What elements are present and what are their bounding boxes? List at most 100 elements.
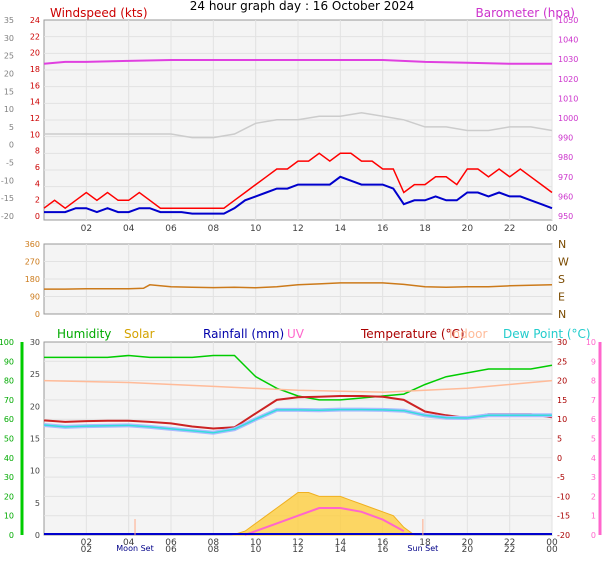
bearing-line (44, 111, 553, 139)
barometer-tick: 1030 (558, 55, 578, 64)
dewpoint-line (43, 408, 552, 434)
x-tick-label: 18 (419, 224, 431, 234)
windspeed-tick: 8 (35, 147, 40, 156)
temperature-tick: -15 (557, 512, 570, 521)
barometer-tick: 980 (558, 153, 573, 162)
x-tick-label: 12 (292, 545, 303, 555)
compass-tick: E (558, 291, 565, 304)
humidity-tick: 30 (4, 473, 14, 482)
outer-axis-tick: -5 (6, 159, 14, 168)
outer-axis-tick: 5 (9, 123, 14, 132)
compass-tick: N (558, 238, 566, 251)
indoor-line (43, 379, 553, 393)
humidity-tick: 90 (4, 357, 14, 366)
windspeed-axis-label: Windspeed (kts) (50, 6, 148, 20)
temperature-label: Temperature (°C) (360, 327, 465, 341)
x-tick-label: 14 (335, 224, 347, 234)
x-tick-label: 16 (377, 224, 389, 234)
inner-left-tick: 20 (30, 402, 40, 411)
x-tick-label: 02 (81, 545, 92, 555)
direction-degree-tick: 0 (35, 310, 40, 319)
temperature-tick: 25 (557, 357, 567, 366)
windspeed-tick: 16 (30, 81, 40, 90)
barometer-tick: 1050 (558, 16, 578, 25)
x-tick-label: 10 (250, 224, 262, 234)
windspeed-tick: 6 (35, 163, 40, 172)
windspeed-tick: 24 (30, 16, 40, 25)
windspeed-tick: 0 (35, 212, 40, 221)
direction-degree-tick: 180 (25, 275, 40, 284)
temperature-tick: -5 (557, 473, 565, 482)
uv-tick: 5 (591, 435, 596, 444)
windspeed-tick: 18 (30, 65, 40, 74)
barometer-tick: 970 (558, 173, 573, 182)
direction-degree-tick: 270 (25, 258, 40, 267)
x-tick-label: 08 (208, 538, 220, 548)
x-tick-label: 00 (546, 538, 558, 548)
x-tick-label: 10 (250, 538, 262, 548)
x-tick-label: 18 (419, 538, 431, 548)
outer-axis-tick: 0 (9, 141, 14, 150)
x-tick-label: 22 (504, 224, 515, 234)
solar-label: Solar (124, 327, 155, 341)
uv-tick: 10 (586, 338, 596, 347)
inner-left-tick: 30 (30, 338, 40, 347)
x-tick-label: 12 (292, 224, 303, 234)
windspeed-tick: 20 (30, 49, 40, 58)
x-tick-label: 06 (165, 545, 177, 555)
barometer-tick: 1020 (558, 75, 578, 84)
direction-degree-tick: 360 (25, 240, 40, 249)
wind-gust-line (43, 152, 553, 210)
temperature-tick: 10 (557, 415, 567, 424)
rainfall-label: Rainfall (mm) (203, 327, 284, 341)
climate-panel: Humidity Solar Rainfall (mm) UV Temperat… (0, 327, 602, 553)
chart-title: 24 hour graph day : 16 October 2024 (190, 0, 415, 13)
barometer-axis-label: Barometer (hpa) (476, 6, 575, 20)
uv-label: UV (287, 327, 305, 341)
outer-axis-tick: 20 (4, 69, 14, 78)
temperature-tick: -10 (557, 492, 570, 501)
uv-tick: 3 (591, 473, 596, 482)
outer-axis-tick: -10 (1, 176, 14, 185)
outer-axis-tick: 35 (4, 16, 14, 25)
windspeed-tick: 2 (35, 196, 40, 205)
temperature-tick: 5 (557, 435, 562, 444)
x-tick-label: 16 (377, 538, 389, 548)
windspeed-tick: 22 (30, 32, 40, 41)
humidity-tick: 0 (9, 531, 14, 540)
uv-tick: 1 (591, 512, 596, 521)
dewpoint-label: Dew Point (°C) (503, 327, 591, 341)
x-tick-label: 14 (335, 545, 347, 555)
outer-axis-tick: 25 (4, 52, 14, 61)
compass-tick: W (558, 256, 569, 269)
windspeed-panel: Windspeed (kts) Barometer (hpa) 0 24 6 8 10 1… (1, 6, 578, 221)
temperature-tick: 20 (557, 377, 567, 386)
wind-direction-line (44, 282, 553, 290)
humidity-tick: 70 (4, 396, 14, 405)
humidity-tick: 50 (4, 435, 14, 444)
x-tick-label: 04 (123, 538, 135, 548)
inner-left-tick: 15 (30, 435, 40, 444)
compass-tick: S (558, 273, 565, 286)
inner-left-tick: 5 (35, 499, 40, 508)
x-tick-label: 16 (377, 545, 389, 555)
temperature-tick: -20 (557, 531, 570, 540)
wind-average-line (44, 175, 553, 215)
marker-label: Sun Set (407, 544, 438, 553)
uv-tick: 8 (591, 377, 596, 386)
x-tick-label: 08 (208, 224, 220, 234)
humidity-tick: 40 (4, 454, 14, 463)
uv-tick: 9 (591, 357, 596, 366)
barometer-tick: 960 (558, 192, 573, 201)
x-tick-label: 06 (165, 224, 177, 234)
outer-axis-tick: 15 (4, 87, 14, 96)
humidity-tick: 10 (4, 512, 14, 521)
indoor-label: Indoor (449, 327, 487, 341)
x-tick-label: 12 (292, 538, 303, 548)
windspeed-tick: 10 (30, 130, 40, 139)
humidity-tick: 20 (4, 492, 14, 501)
direction-degree-tick: 90 (30, 293, 40, 302)
x-tick-label: 06 (165, 538, 177, 548)
x-tick-label: 22 (504, 538, 515, 548)
